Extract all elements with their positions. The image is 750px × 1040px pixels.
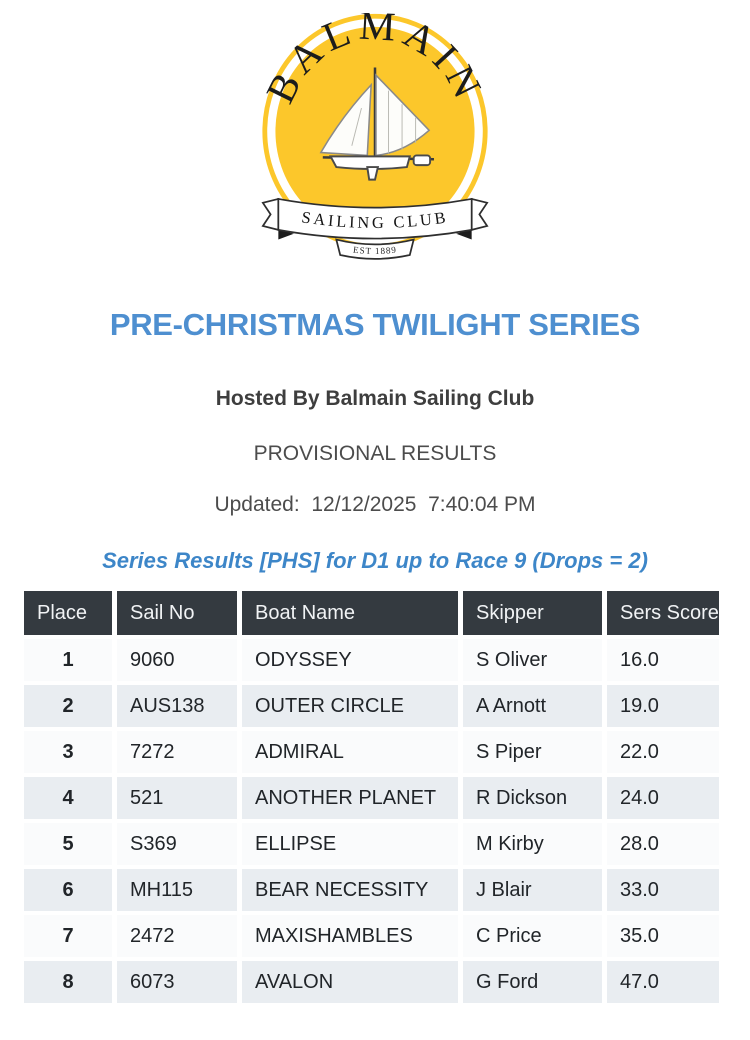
cell-sers-score: 24.0: [607, 777, 719, 820]
balmain-sailing-club-logo: BALMAIN: [259, 13, 489, 260]
cell-boat-name: ELLIPSE: [242, 823, 458, 866]
cell-sail-no: S369: [117, 823, 237, 866]
cell-skipper: C Price: [463, 915, 602, 958]
column-header-place: Place: [24, 591, 112, 636]
column-header-sail-no: Sail No: [117, 591, 237, 636]
cell-skipper: S Piper: [463, 731, 602, 774]
cell-skipper: S Oliver: [463, 639, 602, 682]
table-row: 6 MH115 BEAR NECESSITY J Blair 33.0: [24, 869, 719, 912]
cell-skipper: M Kirby: [463, 823, 602, 866]
updated-timestamp: Updated: 12/12/2025 7:40:04 PM: [214, 493, 536, 517]
cell-place: 5: [24, 823, 112, 866]
column-header-boat-name: Boat Name: [242, 591, 458, 636]
cell-sail-no: AUS138: [117, 685, 237, 728]
table-row: 1 9060 ODYSSEY S Oliver 16.0: [24, 639, 719, 682]
results-table: Place Sail No Boat Name Skipper Sers Score 1…: [19, 587, 724, 1007]
table-row: 4 521 ANOTHER PLANET R Dickson 24.0: [24, 777, 719, 820]
table-row: 8 6073 AVALON G Ford 47.0: [24, 961, 719, 1004]
results-table-body: 1 9060 ODYSSEY S Oliver 16.0 2 AUS138 OUTER CIR…: [24, 639, 719, 1004]
cell-sers-score: 35.0: [607, 915, 719, 958]
cell-sail-no: MH115: [117, 869, 237, 912]
cell-boat-name: MAXISHAMBLES: [242, 915, 458, 958]
logo-container: BALMAIN: [0, 0, 750, 270]
cell-sail-no: 7272: [117, 731, 237, 774]
cell-skipper: R Dickson: [463, 777, 602, 820]
cell-boat-name: BEAR NECESSITY: [242, 869, 458, 912]
cell-sail-no: 521: [117, 777, 237, 820]
cell-sail-no: 9060: [117, 639, 237, 682]
table-row: 7 2472 MAXISHAMBLES C Price 35.0: [24, 915, 719, 958]
cell-boat-name: ADMIRAL: [242, 731, 458, 774]
column-header-sers-score: Sers Score: [607, 591, 719, 636]
column-header-skipper: Skipper: [463, 591, 602, 636]
cell-sail-no: 6073: [117, 961, 237, 1004]
cell-place: 3: [24, 731, 112, 774]
cell-boat-name: OUTER CIRCLE: [242, 685, 458, 728]
table-header-row: Place Sail No Boat Name Skipper Sers Score: [24, 591, 719, 636]
cell-place: 6: [24, 869, 112, 912]
cell-sers-score: 22.0: [607, 731, 719, 774]
cell-sers-score: 28.0: [607, 823, 719, 866]
cell-place: 2: [24, 685, 112, 728]
cell-skipper: G Ford: [463, 961, 602, 1004]
cell-sers-score: 16.0: [607, 639, 719, 682]
cell-skipper: A Arnott: [463, 685, 602, 728]
cell-sail-no: 2472: [117, 915, 237, 958]
sailboat-icon: [319, 67, 434, 181]
logo-ribbon: SAILING CLUB EST 1889: [261, 197, 489, 260]
table-row: 5 S369 ELLIPSE M Kirby 28.0: [24, 823, 719, 866]
cell-place: 8: [24, 961, 112, 1004]
logo-established-text: EST 1889: [353, 245, 398, 257]
cell-place: 7: [24, 915, 112, 958]
cell-boat-name: ANOTHER PLANET: [242, 777, 458, 820]
hosted-by-subtitle: Hosted By Balmain Sailing Club: [215, 387, 535, 411]
cell-skipper: J Blair: [463, 869, 602, 912]
cell-place: 1: [24, 639, 112, 682]
cell-sers-score: 33.0: [607, 869, 719, 912]
cell-boat-name: ODYSSEY: [242, 639, 458, 682]
results-table-head: Place Sail No Boat Name Skipper Sers Score: [24, 591, 719, 636]
cell-sers-score: 47.0: [607, 961, 719, 1004]
table-row: 2 AUS138 OUTER CIRCLE A Arnott 19.0: [24, 685, 719, 728]
results-table-container: Place Sail No Boat Name Skipper Sers Score 1…: [19, 587, 750, 1007]
table-row: 3 7272 ADMIRAL S Piper 22.0: [24, 731, 719, 774]
series-heading: Series Results [PHS] for D1 up to Race 9…: [102, 547, 648, 573]
page-title: PRE-CHRISTMAS TWILIGHT SERIES: [109, 307, 641, 342]
cell-place: 4: [24, 777, 112, 820]
provisional-status: PROVISIONAL RESULTS: [253, 442, 497, 466]
cell-sers-score: 19.0: [607, 685, 719, 728]
cell-boat-name: AVALON: [242, 961, 458, 1004]
